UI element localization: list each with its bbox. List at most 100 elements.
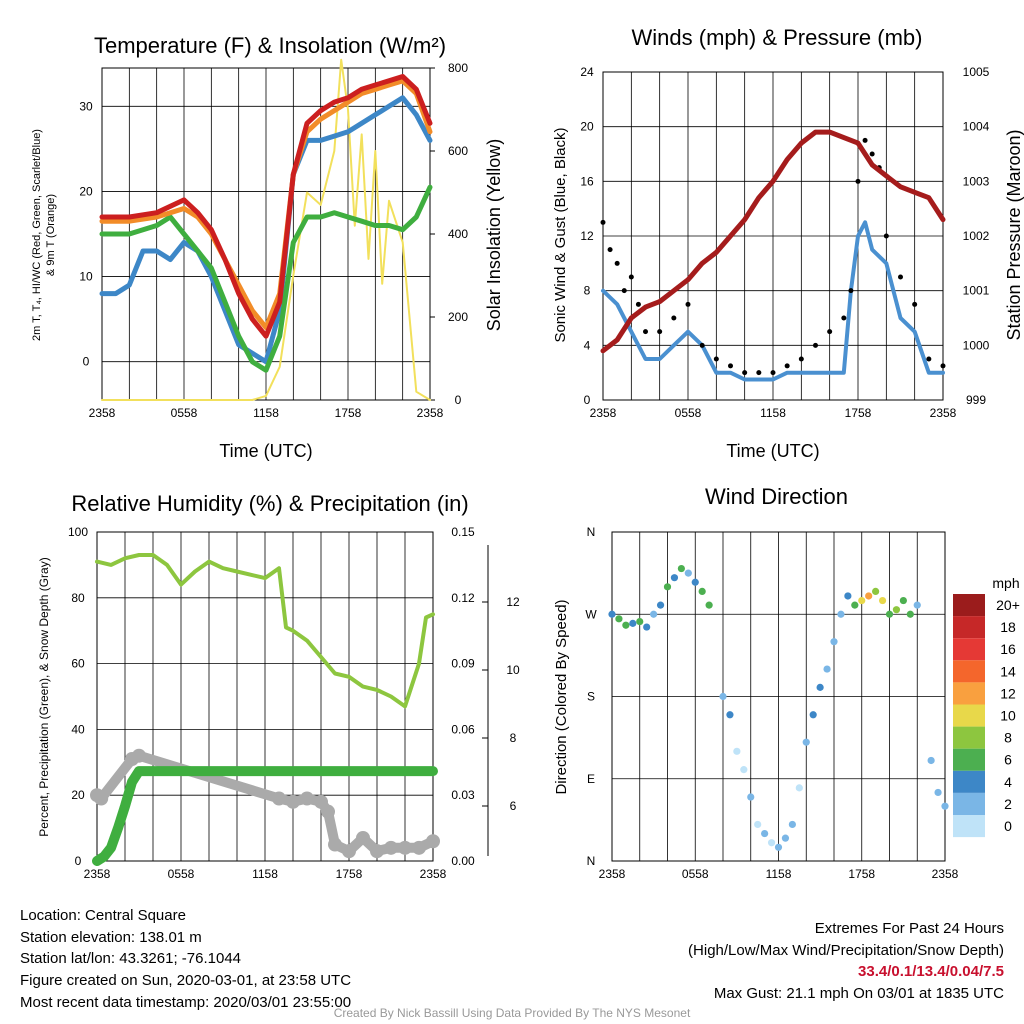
- dir-point: [913, 601, 921, 609]
- rh-ytick-right-label: 0.09: [451, 657, 475, 671]
- temp-series-line: [99, 95, 433, 365]
- dir-point: [608, 610, 616, 618]
- dir-point: [767, 839, 776, 847]
- dir-point: [684, 569, 692, 577]
- wind-gust-point: [862, 137, 868, 143]
- wind-gust-point: [635, 301, 641, 307]
- dir-point: [761, 829, 769, 838]
- wind-ytick-right-label: 1001: [963, 284, 990, 298]
- rh-ytick-right-label: 0.03: [451, 788, 475, 802]
- wind-ytick-label: 0: [584, 393, 591, 407]
- wind-gust-point: [614, 260, 620, 266]
- dir-point: [844, 592, 852, 600]
- wind-gust-point: [848, 288, 854, 294]
- extremes-subheading: (High/Low/Max Wind/Precipitation/Snow De…: [688, 941, 1004, 959]
- temp-xtick-label: 2358: [417, 406, 444, 420]
- rh-ytick-label: 60: [71, 657, 85, 671]
- rh-xtick-label: 1158: [252, 867, 278, 881]
- wind-xtick-label: 1758: [845, 406, 872, 420]
- station-latlon: Station lat/lon: 43.3261; -76.1044: [20, 950, 242, 968]
- wind-gust-point: [898, 274, 903, 280]
- temp-ytick-label: 10: [79, 270, 93, 284]
- rh-ytick-label: 20: [71, 788, 85, 802]
- rh-ytick-right-label: 0.06: [451, 722, 475, 736]
- dir-point: [691, 578, 699, 586]
- dir-point: [698, 587, 706, 596]
- wind-gust-point: [643, 329, 648, 335]
- dir-point: [622, 621, 630, 629]
- rh-xtick-label: 2358: [84, 867, 111, 881]
- wind-ytick-right-label: 1003: [963, 174, 990, 188]
- dir-point: [747, 793, 755, 801]
- wind-gust-point: [742, 370, 748, 376]
- wind-xtick-label: 2358: [590, 406, 617, 420]
- wind-gust-point: [855, 178, 861, 184]
- temp-xtick-label: 1758: [335, 406, 362, 420]
- dir-ytick-label: N: [587, 854, 596, 868]
- wind-gust-point: [756, 370, 762, 376]
- wind-pressure-line: [600, 129, 946, 354]
- dir-ytick-label: E: [587, 772, 595, 786]
- wind-gust-point: [940, 363, 946, 369]
- temp-xlabel: Time (UTC): [219, 441, 312, 461]
- temp-ylabel: 2m T, T₄, HI/WC (Red, Green, Scarlet/Blu…: [31, 129, 43, 341]
- station-info: Location: Central Square Station elevati…: [20, 905, 351, 1014]
- wind-gust-point: [713, 356, 719, 362]
- speed-legend-swatch: [953, 748, 985, 771]
- dir-point: [733, 747, 741, 755]
- temp-series-line: [99, 74, 433, 339]
- dir-point: [858, 596, 866, 605]
- wind-xtick-label: 2358: [930, 406, 957, 420]
- dir-point: [816, 683, 824, 691]
- dir-xtick-label: 1758: [848, 867, 875, 881]
- speed-legend-title: mph: [992, 575, 1019, 591]
- temp-ytick-label: 20: [79, 184, 93, 198]
- speed-legend-swatch: [953, 726, 985, 749]
- wind-ytick-label: 12: [580, 229, 594, 243]
- temp-ytick-right-label: 600: [448, 144, 468, 158]
- wind-ylabel: Sonic Wind & Gust (Blue, Black): [552, 127, 569, 342]
- speed-legend-label: 6: [1004, 752, 1012, 768]
- speed-legend-label: 10: [1000, 708, 1016, 724]
- dir-point: [740, 766, 748, 774]
- dir-point: [927, 756, 935, 765]
- wind-gust-point: [671, 315, 677, 321]
- dir-point: [781, 834, 790, 842]
- rh-ytick-label: 100: [68, 525, 88, 539]
- wind-gust-point: [628, 274, 634, 280]
- dir-point: [795, 784, 803, 792]
- dir-ylabel: Direction (Colored By Speed): [553, 599, 570, 794]
- dir-ytick-label: S: [587, 690, 595, 704]
- dir-point: [899, 596, 907, 605]
- snow-axis-label: 10: [506, 663, 520, 677]
- rh-title: Relative Humidity (%) & Precipitation (i…: [71, 491, 468, 516]
- rh-xtick-label: 2358: [420, 867, 447, 881]
- dir-xtick-label: 2358: [932, 867, 959, 881]
- wind-ytick-right-label: 1000: [963, 338, 990, 352]
- speed-legend-swatch: [953, 704, 985, 727]
- dir-point: [823, 665, 831, 673]
- wind-gust-point: [600, 219, 606, 225]
- speed-legend-swatch: [953, 770, 985, 793]
- dir-point: [934, 788, 942, 797]
- dir-point: [837, 610, 845, 618]
- temp-ytick-right-label: 800: [448, 61, 468, 75]
- dir-point: [941, 802, 949, 810]
- dir-point: [830, 638, 838, 646]
- dir-point: [892, 606, 901, 614]
- dir-point: [851, 601, 859, 609]
- wind-gust-point: [770, 370, 776, 376]
- wind-ytick-label: 8: [584, 284, 591, 298]
- temp-series-line: [99, 184, 433, 373]
- speed-legend-label: 2: [1004, 796, 1012, 812]
- temp-xtick-label: 0558: [171, 406, 198, 420]
- rh-ylabel: Percent, Precipitation (Green), & Snow D…: [37, 557, 51, 836]
- dir-title: Wind Direction: [705, 484, 848, 509]
- speed-legend-swatch: [953, 815, 985, 838]
- wind-sonic-line: [601, 220, 945, 382]
- rh-precip-line: [92, 766, 438, 866]
- dir-point: [788, 820, 796, 829]
- temp-ylabel-right: Solar Insolation (Yellow): [484, 139, 504, 331]
- dir-point: [906, 610, 914, 618]
- speed-legend-label: 20+: [996, 597, 1020, 613]
